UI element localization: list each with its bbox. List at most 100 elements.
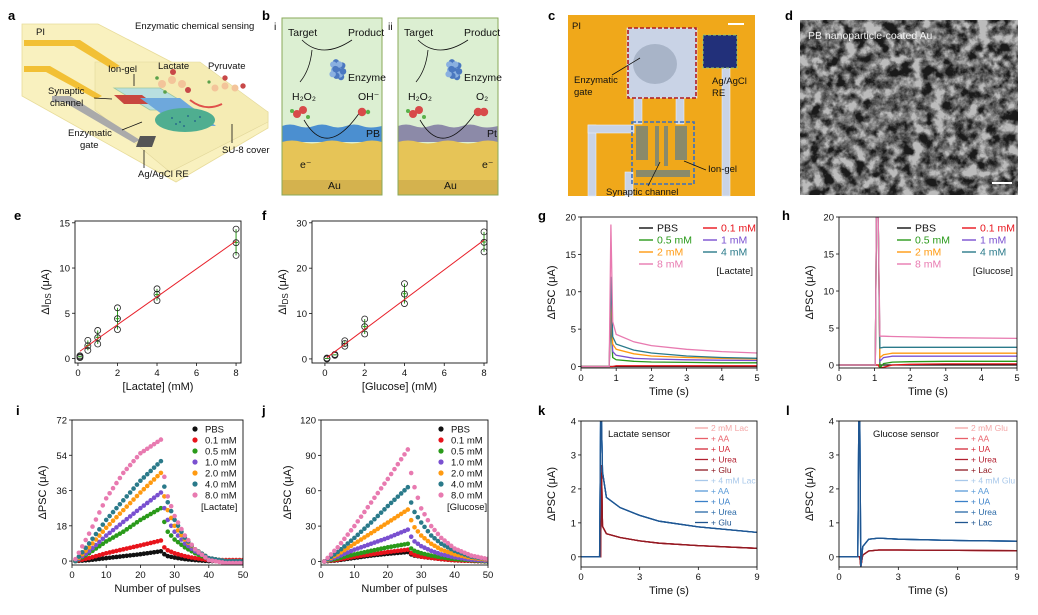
data-point [141,503,147,508]
data-point [358,537,364,542]
y-tick-label: 1 [829,518,834,529]
y-axis-label: ΔPSC (μA) [37,465,49,519]
legend-label: 0.5 mM [657,235,692,247]
label-target: Target [288,27,317,39]
x-tick-label: 6 [955,572,960,583]
data-point [155,439,160,445]
data-point [97,510,102,515]
x-tick-label: 4 [719,373,724,384]
data-point [107,530,112,536]
panel-labels: a b c d e f g h i j k l [8,8,793,418]
pyruvate-molecule-icon [207,75,246,92]
x-tick-label: 8 [481,368,486,379]
legend-label: + AA [971,486,990,496]
data-point [127,514,133,519]
y-tick-label: 54 [56,451,67,462]
panel-label-d: d [785,8,793,23]
y-tick-label: 20 [296,264,307,275]
layer-Pt [398,124,498,142]
label-su8-cover: SU-8 cover [222,145,270,156]
data-point [158,548,164,554]
x-tick-label: 6 [194,368,199,379]
legend-label: 2 mM [657,247,683,259]
legend-marker [438,470,444,476]
label-product: Product [464,27,500,39]
data-point [392,515,397,521]
panel-border [397,17,499,196]
x-axis-label: [Lactate] (mM) [123,381,194,393]
label-layer: PB [366,128,380,140]
data-point [237,560,242,565]
data-point [345,532,351,537]
data-point [432,543,437,549]
y-tick-label: 2 [571,484,576,495]
data-point [362,526,367,531]
data-point [86,545,92,550]
legend-label: 0.1 mM [721,223,756,235]
data-point [372,528,377,534]
series-line [839,421,1017,567]
data-point [342,544,347,549]
data-point [86,541,92,546]
enzymatic-gate [155,108,215,132]
legend-note: [Lactate] [201,502,237,513]
label-ag-agcl: Ag/AgCl [712,76,747,87]
panel-label-g: g [538,208,546,223]
legend: 2 mM Glu+ AA+ UA+ Urea+ Lac+ 4 mM Glu+ A… [955,423,1015,528]
x-tick-label: 3 [684,373,689,384]
series-markers [322,527,488,564]
data-point [121,498,126,503]
data-point [94,327,102,334]
label-enzyme: Enzyme [464,72,502,84]
data-point [388,500,394,506]
data-point [134,493,140,499]
x-axis-label: [Glucose] (mM) [362,381,437,393]
data-point [348,543,354,549]
data-point [107,513,112,519]
panel-label-f: f [262,208,267,223]
data-point [398,491,404,496]
x-tick-label: 0 [836,572,841,583]
reaction-arrow-icon [417,39,469,51]
gold-trace-1 [24,40,120,69]
plot-area [73,437,243,565]
legend-label: 0.5 mM [205,447,237,458]
axes-frame [320,419,489,566]
data-point [127,500,133,506]
data-point [73,556,78,562]
data-point [107,537,112,542]
data-point [220,560,225,565]
data-point [232,225,240,233]
data-point [175,523,181,529]
data-point [418,506,424,511]
data-point [385,520,391,525]
label-gate: gate [80,140,99,151]
data-point [114,304,121,312]
data-point [418,533,424,538]
data-point [422,524,427,530]
legend-label: + Urea [971,507,997,517]
legend-label: 8.0 mM [205,491,237,502]
x-tick-label: 6 [442,368,447,379]
data-point [395,513,401,519]
data-point [233,560,239,565]
data-point [382,507,387,512]
y-tick-label: 3 [829,450,834,461]
data-point [365,504,371,510]
legend-note: [Glucose] [447,502,487,513]
data-point [422,535,427,541]
y-tick-label: 15 [565,250,576,261]
fit-line [326,239,485,358]
chart-j: 0 10 20 30 40 50 0 30 60 90 120 Number of pulses ΔPS… [282,416,493,596]
reaction-arrow-icon [301,39,353,51]
data-point [117,522,123,527]
data-point [127,524,133,530]
x-tick-label: 0 [318,570,323,581]
x-tick-label: 4 [979,373,984,384]
legend-marker [438,448,444,454]
data-point [435,545,441,551]
x-tick-label: 4 [154,368,159,379]
data-point [124,494,130,499]
label-ion-gel: Ion-gel [108,64,137,75]
data-point [79,544,85,549]
